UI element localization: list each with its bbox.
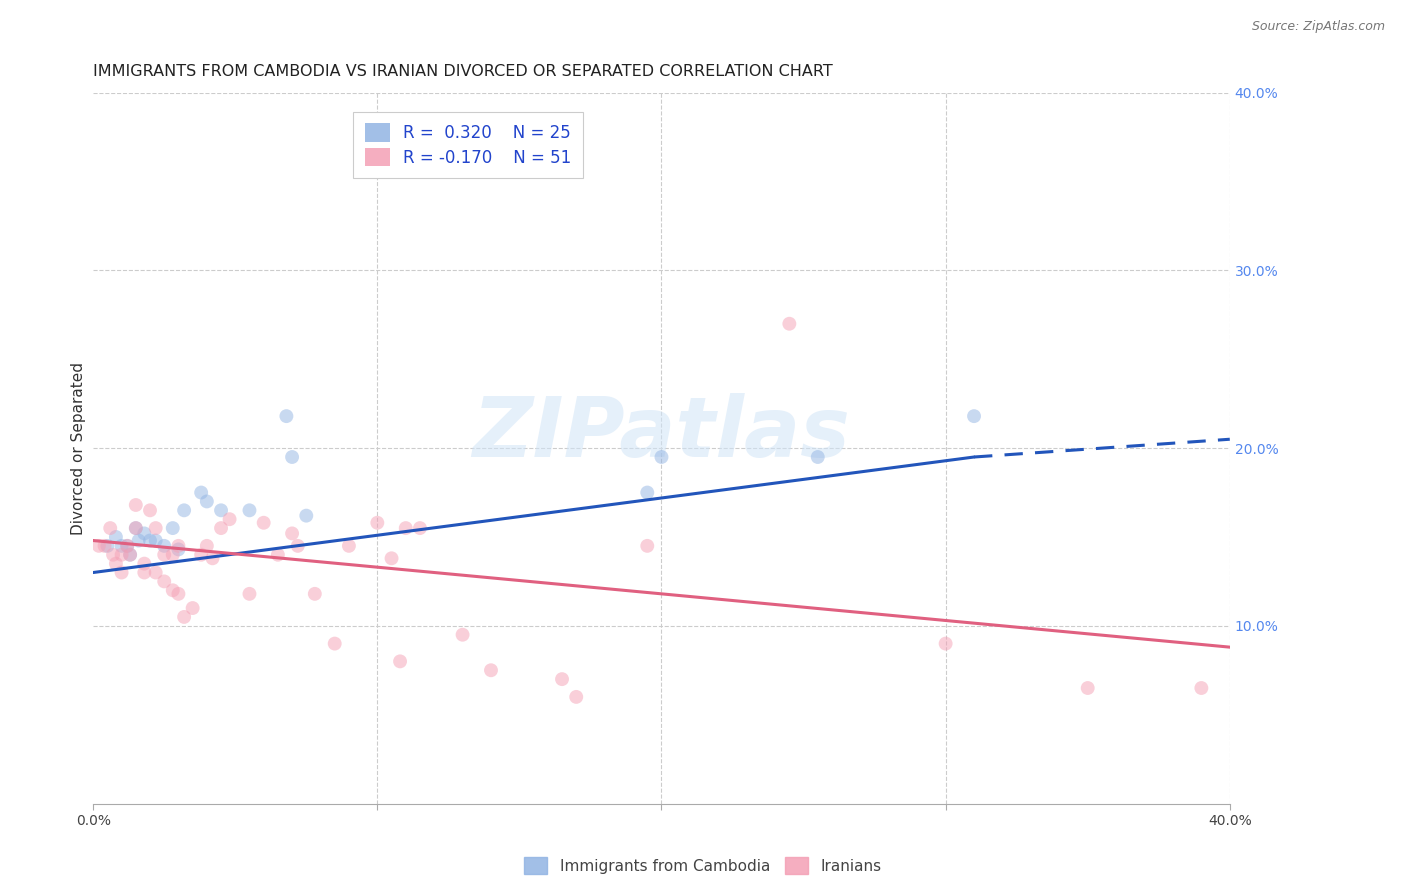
Point [128,533,150,548]
Point [281,526,304,541]
Point [209,521,232,535]
Point [145,566,167,580]
Text: IMMIGRANTS FROM CAMBODIA VS IRANIAN DIVORCED OR SEPARATED CORRELATION CHART: IMMIGRANTS FROM CAMBODIA VS IRANIAN DIVO… [93,64,832,79]
Point [337,539,360,553]
Point [104,530,127,544]
Point [162,583,184,598]
Point [167,539,190,553]
Point [96,539,118,553]
Point [636,485,658,500]
Point [145,533,167,548]
Point [153,539,176,553]
Point [134,526,156,541]
Point [101,548,124,562]
Legend: R =  0.320    N = 25, R = -0.170    N = 51: R = 0.320 N = 25, R = -0.170 N = 51 [353,112,583,178]
Point [807,450,830,464]
Point [287,539,309,553]
Point [110,566,132,580]
Point [162,548,184,562]
Point [218,512,240,526]
Point [395,521,418,535]
Point [281,450,304,464]
Point [380,551,402,566]
Point [963,409,986,424]
Point [366,516,388,530]
Point [778,317,800,331]
Point [209,503,232,517]
Y-axis label: Divorced or Separated: Divorced or Separated [72,361,86,534]
Point [389,654,412,668]
Point [125,498,148,512]
Point [153,574,176,589]
Point [173,610,195,624]
Point [181,601,204,615]
Point [1189,681,1212,695]
Point [120,548,142,562]
Point [409,521,432,535]
Legend: Immigrants from Cambodia, Iranians: Immigrants from Cambodia, Iranians [519,851,887,880]
Point [98,521,121,535]
Point [167,587,190,601]
Point [195,539,218,553]
Point [139,503,162,517]
Point [551,672,574,686]
Point [636,539,658,553]
Point [162,521,184,535]
Point [153,548,176,562]
Point [110,548,132,562]
Point [117,539,139,553]
Point [173,503,195,517]
Point [323,637,346,651]
Point [304,587,326,601]
Point [190,548,212,562]
Point [238,587,260,601]
Point [120,548,142,562]
Point [201,551,224,566]
Text: ZIPatlas: ZIPatlas [472,393,851,475]
Point [134,566,156,580]
Point [139,533,162,548]
Point [1077,681,1099,695]
Point [650,450,672,464]
Point [134,557,156,571]
Point [93,539,115,553]
Point [267,548,290,562]
Point [565,690,588,704]
Point [295,508,318,523]
Point [276,409,298,424]
Point [117,539,139,553]
Point [253,516,276,530]
Text: Source: ZipAtlas.com: Source: ZipAtlas.com [1251,20,1385,33]
Point [935,637,957,651]
Point [110,539,132,553]
Point [451,628,474,642]
Point [479,663,502,677]
Point [125,521,148,535]
Point [238,503,260,517]
Point [104,557,127,571]
Point [190,485,212,500]
Point [87,539,110,553]
Point [125,521,148,535]
Point [167,542,190,557]
Point [145,521,167,535]
Point [195,494,218,508]
